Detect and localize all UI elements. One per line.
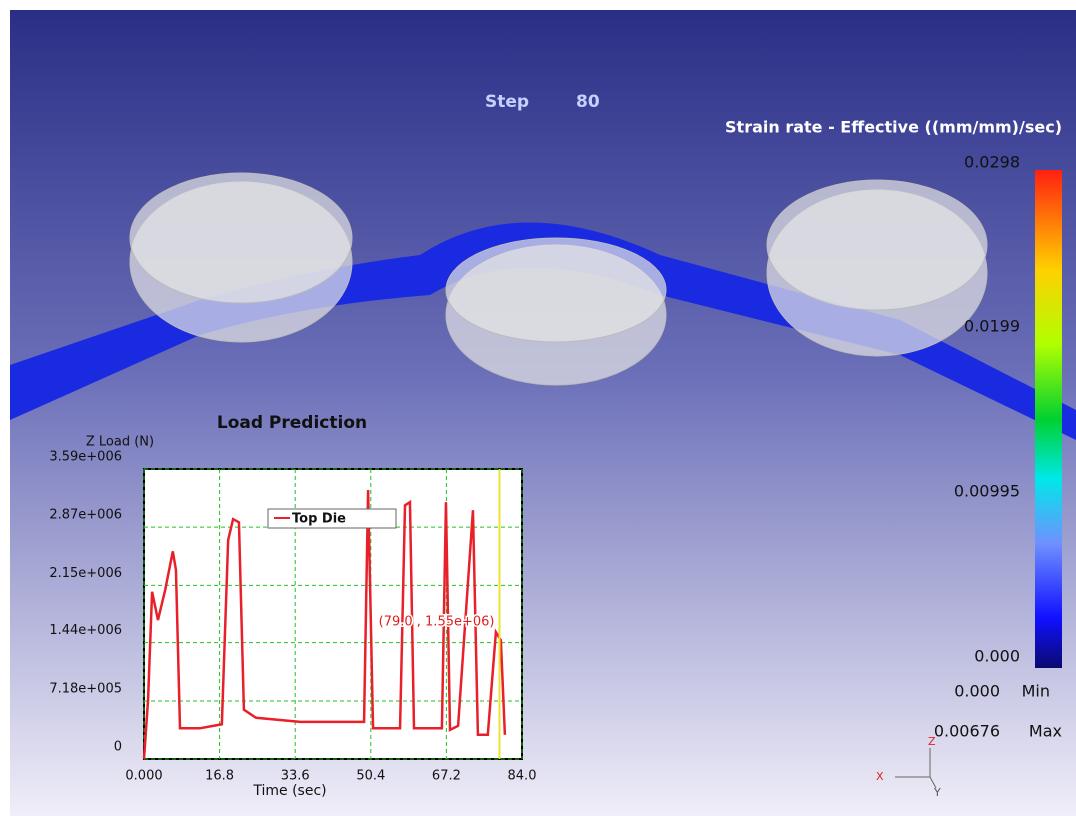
y-tick-label: 0 bbox=[114, 740, 122, 755]
triad bbox=[895, 748, 937, 789]
x-tick-label: 33.6 bbox=[281, 769, 310, 784]
x-tick-label: 50.4 bbox=[356, 769, 385, 784]
legend-label: Top Die bbox=[292, 512, 346, 527]
cursor-label: (79.0 , 1.55e+06) bbox=[379, 614, 495, 629]
legend-tick-label: 0.0199 bbox=[964, 317, 1020, 336]
x-tick-label: 84.0 bbox=[508, 769, 537, 784]
y-tick-label: 2.15e+006 bbox=[49, 566, 122, 581]
frame bbox=[0, 0, 10, 816]
max-value: 0.00676 bbox=[934, 722, 1000, 741]
legend-tick-label: 0.0298 bbox=[964, 153, 1020, 172]
legend-tick-label: 0.00995 bbox=[954, 482, 1020, 501]
legend-tick-label: 0.000 bbox=[974, 647, 1020, 666]
chart-title: Load Prediction bbox=[217, 413, 367, 433]
y-tick-label: 3.59e+006 bbox=[49, 450, 122, 465]
frame bbox=[0, 0, 1076, 10]
series-line bbox=[142, 489, 507, 760]
triad-z: Z bbox=[928, 735, 936, 748]
y-tick-label: 1.44e+006 bbox=[49, 623, 122, 638]
legend-title: Strain rate - Effective ((mm/mm)/sec) bbox=[725, 118, 1062, 137]
max-label: Max bbox=[1029, 722, 1062, 741]
x-axis-label: Time (sec) bbox=[252, 783, 326, 799]
x-tick-label: 0.000 bbox=[125, 769, 162, 784]
y-tick-label: 7.18e+005 bbox=[49, 682, 122, 697]
min-value: 0.000 bbox=[954, 682, 1000, 701]
x-tick-label: 67.2 bbox=[432, 769, 461, 784]
triad-x: X bbox=[876, 770, 884, 783]
legend-box bbox=[267, 508, 397, 529]
min-label: Min bbox=[1022, 682, 1050, 701]
step-value: 80 bbox=[576, 92, 600, 112]
y-axis-label: Z Load (N) bbox=[86, 435, 154, 450]
y-tick-label: 2.87e+006 bbox=[49, 508, 122, 523]
step-label: Step bbox=[485, 92, 529, 112]
dies bbox=[129, 172, 988, 386]
color-bar bbox=[1035, 170, 1062, 668]
triad-y: Y bbox=[933, 786, 941, 799]
x-tick-label: 16.8 bbox=[205, 769, 234, 784]
